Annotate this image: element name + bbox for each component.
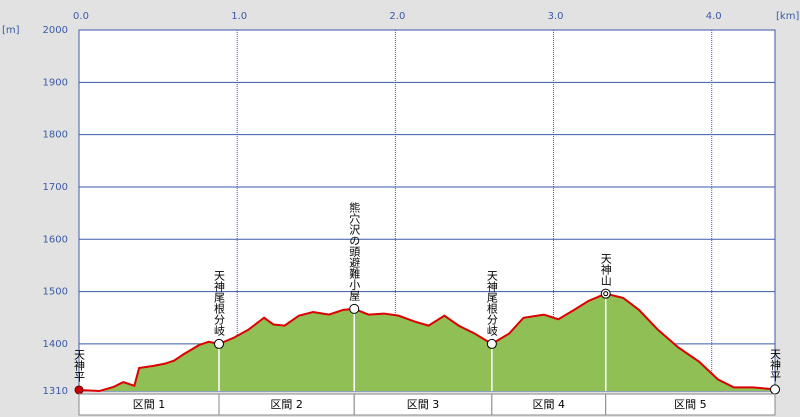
section-label: 区間 3 — [407, 398, 440, 411]
waypoint-marker — [600, 288, 611, 299]
waypoint-label: 天神尾根分岐 — [212, 270, 225, 337]
section-label: 区間 1 — [133, 398, 166, 411]
y-tick-label: 1800 — [43, 130, 68, 141]
y-tick-label: 1600 — [43, 234, 68, 245]
x-tick-label: 3.0 — [548, 11, 564, 22]
waypoint-label: 天神平 — [73, 349, 86, 383]
y-tick-label: 1500 — [43, 287, 68, 298]
waypoint-marker-inner — [603, 291, 609, 297]
y-tick-label: 1310 — [43, 386, 68, 397]
y-tick-label: 1700 — [43, 182, 68, 193]
x-tick-label: 2.0 — [389, 11, 405, 22]
y-tick-label: 1400 — [43, 339, 68, 350]
y-unit: [m] — [2, 25, 20, 36]
waypoint-label: 天神尾根分岐 — [485, 270, 498, 337]
x-tick-label: 4.0 — [706, 11, 722, 22]
waypoint-marker — [74, 385, 84, 395]
x-unit: [km] — [776, 11, 799, 22]
waypoint-label: 天神平 — [769, 348, 782, 382]
waypoint-marker — [349, 303, 360, 314]
waypoint-marker — [213, 338, 224, 349]
section-label: 区間 5 — [674, 398, 707, 411]
section-label: 区間 2 — [270, 398, 303, 411]
section-cell — [605, 393, 776, 416]
profile-line — [78, 292, 776, 393]
section-label: 区間 4 — [533, 398, 566, 411]
waypoint-marker — [486, 338, 497, 349]
waypoint-label: 熊穴沢の頭避難小屋 — [348, 201, 361, 302]
waypoint-marker — [770, 384, 780, 395]
x-tick-label: 0.0 — [73, 11, 89, 22]
y-tick-label: 1900 — [43, 77, 68, 88]
waypoint-label: 天神山 — [599, 253, 612, 286]
x-tick-label: 1.0 — [231, 11, 247, 22]
y-tick-label: 2000 — [43, 25, 68, 36]
area-fill — [79, 293, 775, 391]
